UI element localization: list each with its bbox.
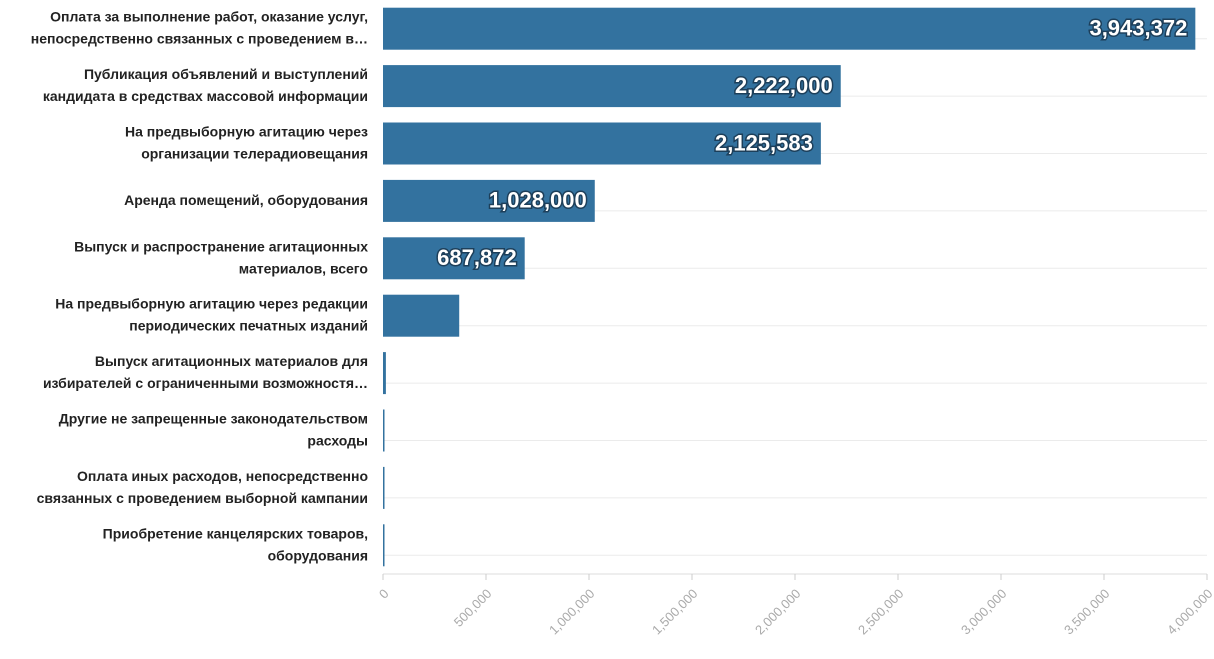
category-label: Оплата иных расходов, непосредственно свя… <box>37 468 368 506</box>
category-label-line: Аренда помещений, оборудования <box>124 192 368 208</box>
bar <box>383 466 385 509</box>
bar <box>383 179 595 222</box>
category-label: На предвыборную агитацию через организаци… <box>125 123 368 161</box>
bar <box>383 122 821 165</box>
bar <box>383 65 841 108</box>
category-label: Другие не запрещенные законодательством р… <box>59 410 368 448</box>
category-label: На предвыборную агитацию через редакции п… <box>55 295 368 333</box>
value-label: 2,125,583 <box>715 130 813 155</box>
category-label-line: материалов, всего <box>239 260 368 276</box>
category-label-line: непосредственно связанных с проведением … <box>31 30 368 46</box>
x-tick-label: 1,000,000 <box>546 586 598 638</box>
x-tick-label: 3,500,000 <box>1061 586 1113 638</box>
category-label-line: Выпуск агитационных материалов для <box>95 353 368 369</box>
bar <box>383 237 525 280</box>
bar <box>383 352 386 395</box>
category-label: Выпуск агитационных материалов для избира… <box>43 353 368 391</box>
category-label-line: периодических печатных изданий <box>129 317 368 333</box>
category-label-line: Оплата иных расходов, непосредственно <box>77 468 368 484</box>
bar <box>383 7 1196 50</box>
bar <box>383 524 385 567</box>
x-tick-label: 1,500,000 <box>649 586 701 638</box>
value-label: 687,872 <box>437 245 517 270</box>
x-tick-label: 500,000 <box>451 586 495 630</box>
category-label-line: Приобретение канцелярских товаров, <box>103 525 368 541</box>
x-tick-label: 3,000,000 <box>958 586 1010 638</box>
category-label-line: Другие не запрещенные законодательством <box>59 410 368 426</box>
category-label-line: избирателей с ограниченными возможностя… <box>43 375 368 391</box>
category-label-line: расходы <box>307 432 368 448</box>
category-label: Оплата за выполнение работ, оказание усл… <box>31 8 368 46</box>
category-label: Публикация объявлений и выступлений канди… <box>43 66 368 104</box>
category-label: Выпуск и распространение агитационных мат… <box>74 238 368 276</box>
category-label-line: Выпуск и распространение агитационных <box>74 238 368 254</box>
value-label: 2,222,000 <box>735 73 833 98</box>
category-label-line: На предвыборную агитацию через редакции <box>55 295 368 311</box>
category-label-line: Публикация объявлений и выступлений <box>84 66 368 82</box>
x-tick-label: 2,000,000 <box>752 586 804 638</box>
value-label: 1,028,000 <box>489 188 587 213</box>
x-tick-label: 4,000,000 <box>1164 586 1214 638</box>
category-label: Аренда помещений, оборудования <box>124 192 368 208</box>
bar <box>383 409 385 452</box>
x-tick-label: 2,500,000 <box>855 586 907 638</box>
category-label-line: На предвыборную агитацию через <box>125 123 368 139</box>
value-label: 3,943,372 <box>1089 16 1187 41</box>
category-label-line: оборудования <box>268 547 368 563</box>
x-tick-label: 0 <box>376 586 392 602</box>
category-label-line: Оплата за выполнение работ, оказание усл… <box>50 8 368 24</box>
category-label: Приобретение канцелярских товаров, оборуд… <box>103 525 368 563</box>
category-label-line: кандидата в средствах массовой информаци… <box>43 88 368 104</box>
bar <box>383 294 460 337</box>
category-label-line: организации телерадиовещания <box>141 145 368 161</box>
category-label-line: связанных с проведением выборной кампани… <box>37 490 368 506</box>
